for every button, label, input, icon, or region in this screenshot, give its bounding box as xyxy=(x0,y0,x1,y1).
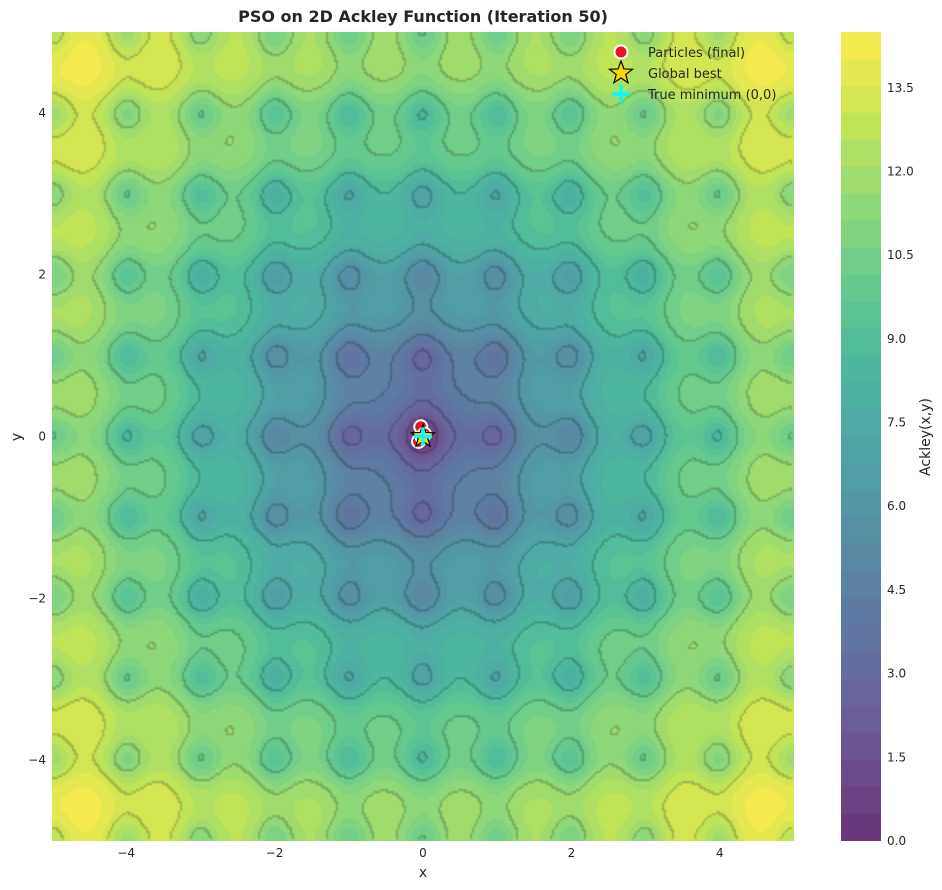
y-axis-ticks: −4 −2 0 2 4 xyxy=(28,106,46,767)
x-tick-label: −2 xyxy=(266,846,284,860)
legend-marker xyxy=(612,85,630,103)
colorbar-tick-label: 13.5 xyxy=(887,81,914,95)
chart-title: PSO on 2D Ackley Function (Iteration 50) xyxy=(238,7,608,26)
legend-entry: Global best xyxy=(648,67,722,82)
colorbar-tick-label: 7.5 xyxy=(887,416,906,430)
colorbar-ticks: 0.0 1.5 3.0 4.5 6.0 7.5 9.0 10.5 12.0 13.5 xyxy=(887,81,914,848)
y-tick-label: 2 xyxy=(38,268,46,282)
y-axis-label: y xyxy=(9,433,25,441)
marker-layer xyxy=(409,419,437,449)
true-minimum-marker xyxy=(414,427,432,446)
x-axis-label: x xyxy=(419,865,427,881)
colorbar-tick-label: 12.0 xyxy=(887,164,914,178)
colorbar-tick-label: 9.0 xyxy=(887,332,906,346)
legend-marker xyxy=(613,44,629,60)
colorbar-tick-label: 10.5 xyxy=(887,248,914,262)
legend-entry: True minimum (0,0) xyxy=(647,88,776,103)
colorbar-tick-label: 0.0 xyxy=(887,834,906,848)
y-tick-label: −4 xyxy=(28,753,46,767)
legend-entry: Particles (final) xyxy=(648,46,745,61)
y-tick-label: 0 xyxy=(38,430,46,444)
colorbar-tick-label: 3.0 xyxy=(887,667,906,681)
colorbar-label: Ackley(x,y) xyxy=(918,398,934,476)
colorbar-tick-label: 6.0 xyxy=(887,499,906,513)
x-tick-label: 2 xyxy=(568,846,576,860)
colorbar-tick-label: 4.5 xyxy=(887,583,906,597)
x-axis-ticks: −4 −2 0 2 4 xyxy=(117,846,723,860)
colorbar: 0.0 1.5 3.0 4.5 6.0 7.5 9.0 10.5 12.0 13.5 Ackley… xyxy=(841,32,934,848)
colorbar-gradient xyxy=(841,32,881,841)
x-tick-label: 0 xyxy=(419,846,427,860)
colorbar-tick-label: 1.5 xyxy=(887,750,906,764)
legend-marker xyxy=(607,59,635,85)
legend: Particles (final) Global best True minimum… xyxy=(607,44,776,103)
y-tick-label: 4 xyxy=(38,106,46,120)
y-tick-label: −2 xyxy=(28,591,46,605)
x-tick-label: 4 xyxy=(716,846,724,860)
x-tick-label: −4 xyxy=(117,846,135,860)
